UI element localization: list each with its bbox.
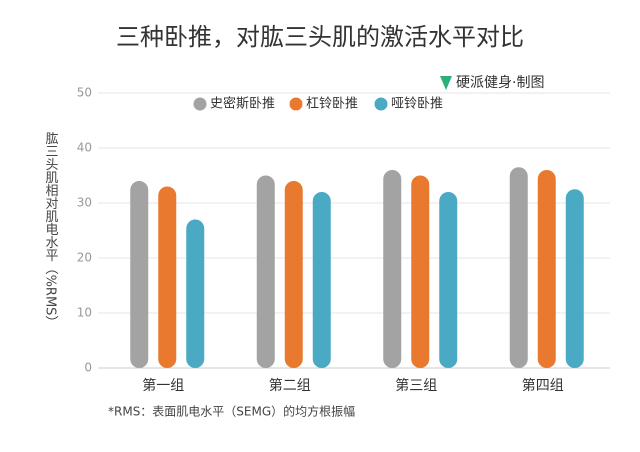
y-tick-label: 20: [77, 251, 92, 265]
y-axis-label: 肱三头肌相对肌电水平（%RMS）: [43, 132, 59, 329]
legend-label: 哑铃卧推: [391, 97, 443, 112]
legend-marker: [289, 97, 303, 111]
x-tick-label: 第一组: [142, 377, 184, 394]
bar: [284, 181, 303, 368]
footnote: *RMS：表面肌电水平（SEMG）的均方根振幅: [108, 404, 355, 419]
x-tick-label: 第二组: [269, 377, 311, 394]
x-tick-label: 第四组: [522, 377, 564, 394]
y-tick-label: 30: [77, 196, 92, 210]
x-tick-label: 第三组: [395, 377, 437, 394]
legend-label: 史密斯卧推: [210, 96, 275, 112]
bar: [411, 175, 430, 368]
legend-marker: [193, 97, 207, 111]
chart-title: 三种卧推，对肱三头肌的激活水平对比: [116, 23, 524, 51]
bar: [383, 170, 402, 368]
bar: [130, 181, 149, 368]
bar: [439, 192, 458, 368]
legend-marker: [374, 97, 388, 111]
source: 硬派健身·制图: [456, 75, 544, 91]
bar: [509, 167, 528, 368]
source-logo: [440, 76, 452, 90]
bar: [537, 170, 556, 368]
bar: [158, 186, 177, 368]
bar: [186, 219, 205, 368]
y-tick-label: 50: [77, 86, 92, 100]
bar: [312, 192, 331, 368]
bar: [256, 175, 275, 368]
y-tick-label: 40: [77, 141, 92, 155]
y-tick-label: 0: [84, 361, 92, 375]
bar: [565, 189, 584, 368]
legend-label: 杠铃卧推: [306, 96, 358, 112]
y-tick-label: 10: [77, 306, 92, 320]
